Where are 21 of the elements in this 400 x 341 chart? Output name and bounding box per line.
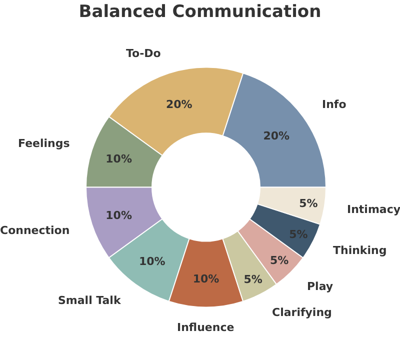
slice-label: Influence — [177, 321, 234, 334]
data-label: 10% — [106, 209, 132, 222]
slice-label: Info — [322, 98, 347, 111]
slice-label: Play — [307, 280, 334, 293]
chart-title: Balanced Communication — [78, 2, 322, 22]
slice-label: To-Do — [126, 47, 162, 60]
slice-label: Thinking — [333, 244, 387, 257]
data-label: 10% — [138, 254, 166, 268]
data-label: 10% — [192, 272, 220, 286]
slice-label: Intimacy — [347, 203, 400, 216]
data-label: 5% — [299, 196, 318, 210]
slice-label: Connection — [0, 224, 70, 237]
data-label: 5% — [244, 273, 262, 286]
data-label: 20% — [166, 98, 192, 111]
data-label: 10% — [106, 152, 132, 166]
slice-label: Small Talk — [58, 294, 122, 307]
data-label: 20% — [263, 130, 290, 143]
slice-label: Feelings — [18, 137, 70, 150]
data-label: 5% — [270, 254, 289, 268]
slice-label: Clarifying — [272, 306, 332, 319]
data-label: 5% — [289, 228, 308, 241]
